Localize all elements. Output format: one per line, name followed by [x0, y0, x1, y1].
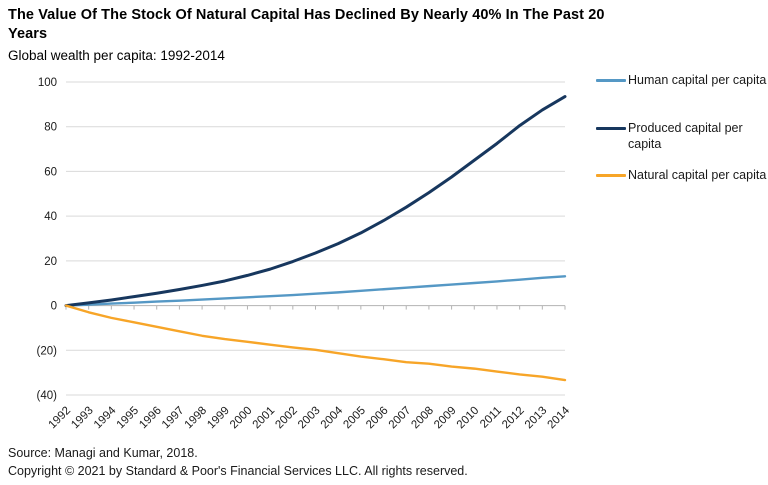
x-axis-tick-label: 2012 — [500, 405, 527, 432]
series-line — [64, 275, 567, 308]
x-axis-tick-label: 1996 — [137, 405, 164, 432]
x-axis-tick-label: 1995 — [115, 405, 142, 432]
y-axis-tick-label: 100 — [38, 77, 57, 89]
x-axis-tick-label: 1998 — [183, 405, 210, 432]
copyright-note: Copyright © 2021 by Standard & Poor's Fi… — [8, 463, 468, 478]
source-note: Source: Managi and Kumar, 2018. — [8, 445, 198, 460]
legend-label-produced-capital: Produced capital per capita — [628, 121, 743, 152]
x-axis-tick-label: 1992 — [47, 405, 74, 432]
series-line — [64, 95, 567, 308]
series-line — [64, 304, 567, 382]
x-axis-tick-label: 2010 — [455, 405, 482, 432]
x-axis-tick-label: 2008 — [409, 405, 436, 432]
x-axis-tick-label: 1993 — [69, 405, 96, 432]
y-axis-tick-label: 0 — [51, 301, 57, 313]
x-axis-tick-label: 2002 — [273, 405, 300, 432]
x-axis-tick-label: 2011 — [478, 405, 504, 431]
y-axis-tick-label: 60 — [44, 167, 57, 179]
x-axis-tick-label: 2004 — [319, 404, 346, 431]
chart-footer: Source: Managi and Kumar, 2018. Copyrigh… — [8, 444, 468, 480]
x-axis-tick-label: 1997 — [160, 405, 187, 432]
x-axis-tick-label: 1999 — [205, 405, 232, 432]
x-axis-tick-label: 2009 — [432, 405, 459, 432]
y-axis-tick-label: (20) — [37, 346, 58, 358]
legend-label-natural-capital: Natural capital per capita — [628, 168, 767, 183]
legend-swatch-produced-capital — [596, 127, 626, 131]
y-axis-tick-label: (40) — [37, 390, 58, 402]
legend-item-produced-capital: Produced capital per capita — [596, 120, 768, 153]
chart-subtitle: Global wealth per capita: 1992-2014 — [8, 47, 225, 63]
line-chart: 100 80 60 40 20 0 (20) (40) 19921993199419951996… — [37, 77, 573, 432]
x-axis-tick-label: 2005 — [341, 405, 368, 432]
x-axis-tick-label: 1994 — [92, 404, 119, 431]
legend-label-human-capital: Human capital per capita — [628, 73, 767, 88]
x-axis-tick-label: 2007 — [387, 405, 414, 432]
x-axis-tick-label: 2001 — [251, 405, 278, 432]
legend-swatch-human-capital — [596, 79, 626, 83]
y-axis-tick-label: 20 — [44, 256, 57, 268]
legend-swatch-natural-capital — [596, 174, 626, 178]
chart-header: The Value Of The Stock Of Natural Capita… — [0, 0, 768, 64]
x-axis-tick-label: 2003 — [296, 405, 323, 432]
x-axis-tick-label: 2000 — [228, 405, 255, 432]
legend-item-natural-capital: Natural capital per capita — [596, 167, 766, 183]
x-axis-tick-label: 2006 — [364, 405, 391, 432]
x-axis-tick-label: 2014 — [546, 404, 573, 431]
chart-area: 100 80 60 40 20 0 (20) (40) 1992 1993 1994 1995 1996… — [0, 70, 768, 450]
x-axis-tick-label: 2013 — [523, 405, 550, 432]
y-axis-tick-label: 40 — [44, 211, 57, 223]
chart-title: The Value Of The Stock Of Natural Capita… — [8, 7, 605, 42]
y-axis-tick-label: 80 — [44, 122, 57, 134]
legend-item-human-capital: Human capital per capita — [596, 72, 766, 88]
